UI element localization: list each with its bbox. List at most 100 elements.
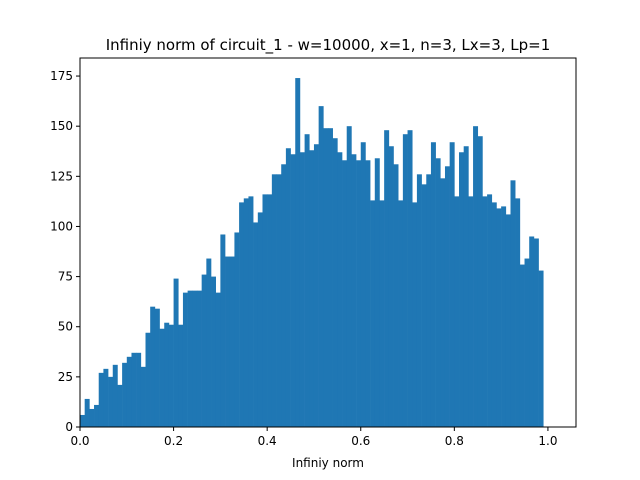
histogram-bar: [281, 164, 287, 428]
histogram-bar: [257, 212, 263, 427]
histogram-bar: [187, 290, 193, 427]
histogram-bar: [454, 196, 460, 427]
histogram-bar: [196, 290, 202, 427]
histogram-bar: [136, 352, 142, 427]
histogram-bar: [126, 356, 132, 427]
histogram-bar: [117, 384, 123, 427]
histogram-bar: [332, 138, 338, 427]
histogram-bar: [379, 200, 385, 427]
histogram-bar: [98, 372, 104, 427]
histogram-bar: [426, 174, 432, 427]
histogram-bar: [225, 256, 231, 427]
histogram-bar: [370, 200, 376, 427]
histogram-bar: [243, 198, 249, 427]
histogram-bar: [449, 142, 455, 427]
histogram-bar: [501, 206, 507, 427]
histogram-bar: [487, 194, 493, 427]
y-tick-label: 150: [50, 119, 73, 133]
histogram-bar: [435, 158, 441, 428]
x-tick-label: 0.6: [351, 434, 370, 448]
histogram-bar: [215, 292, 221, 427]
histogram-bar: [84, 398, 90, 427]
histogram-bar: [304, 134, 310, 427]
histogram-bar: [356, 160, 362, 428]
histogram-bar: [313, 144, 319, 427]
histogram-bar: [267, 194, 273, 427]
histogram-bar: [201, 274, 207, 427]
histogram-bar: [248, 196, 254, 427]
histogram-bar: [416, 174, 422, 427]
histogram-bar: [440, 178, 446, 427]
histogram-bar: [229, 256, 235, 427]
plot-frame: [79, 57, 577, 428]
histogram-bar: [276, 174, 282, 427]
y-tick-label: 125: [50, 169, 73, 183]
histogram-bar: [337, 152, 343, 427]
histogram-bar: [211, 276, 216, 427]
histogram-bar: [192, 290, 198, 427]
y-tick-label: 50: [58, 320, 73, 334]
histogram-bar: [533, 238, 539, 427]
histogram-bar: [398, 200, 404, 427]
histogram-bar: [178, 324, 184, 427]
histogram-bar: [351, 154, 357, 427]
histogram-bar: [140, 366, 146, 427]
histogram-bar: [519, 264, 525, 427]
histogram-bar: [510, 180, 516, 427]
histogram-bar: [103, 368, 109, 427]
y-tick-label: 100: [50, 219, 73, 233]
x-tick-label: 1.0: [538, 434, 557, 448]
x-axis-label: Infiniy norm: [292, 456, 364, 470]
histogram-bar: [538, 270, 544, 427]
x-axis: 0.0 0.2 0.4 0.6 0.8 1.0: [70, 427, 557, 448]
histogram-bar: [346, 126, 352, 427]
histogram-bar: [421, 184, 427, 427]
histogram-bar: [459, 152, 464, 427]
histogram-bar: [164, 322, 170, 427]
y-tick-label: 0: [65, 420, 73, 434]
chart-title: Infiniy norm of circuit_1 - w=10000, x=1…: [106, 36, 551, 55]
histogram-bar: [473, 126, 479, 427]
histogram-bar: [529, 236, 535, 427]
histogram-bar: [108, 376, 114, 427]
histogram-bar: [468, 196, 474, 427]
histogram-bar: [239, 202, 245, 427]
histogram-bar: [463, 146, 469, 427]
histogram-bar: [262, 194, 268, 427]
histogram-bar: [477, 136, 483, 427]
histogram-bar: [407, 130, 413, 427]
histogram-bar: [89, 408, 95, 427]
x-tick-label: 0.4: [258, 434, 277, 448]
histogram-bar: [131, 352, 137, 427]
histogram-bar: [328, 128, 333, 427]
x-tick-label: 0.8: [445, 434, 464, 448]
histogram-bar: [430, 142, 436, 427]
histogram-bar: [365, 160, 371, 428]
histogram-bar: [360, 142, 366, 427]
histogram-bar: [309, 150, 315, 427]
histogram-bar: [168, 324, 174, 427]
histogram-bar: [342, 160, 348, 428]
histogram-bar: [323, 128, 329, 427]
histogram-bar: [505, 214, 511, 427]
histogram-bar: [173, 278, 179, 427]
histogram-bar: [384, 130, 390, 427]
histogram-bar: [94, 404, 100, 427]
histogram-bar: [290, 154, 296, 427]
histogram-bar: [80, 414, 85, 427]
x-tick-label: 0.2: [164, 434, 183, 448]
histogram-bar: [154, 308, 160, 427]
histogram-bar: [412, 202, 418, 427]
y-axis: 0 25 50 75 100 125 150 175: [50, 69, 80, 434]
histogram-bar: [374, 158, 380, 428]
y-tick-label: 175: [50, 69, 73, 83]
histogram-bar: [444, 166, 450, 428]
histogram-bar: [524, 258, 530, 427]
histogram-bar: [253, 222, 259, 427]
x-tick-label: 0.0: [70, 434, 89, 448]
histogram-bar: [393, 164, 399, 428]
y-tick-label: 75: [58, 270, 73, 284]
histogram-bar: [491, 202, 497, 427]
histogram-bar: [299, 152, 305, 427]
